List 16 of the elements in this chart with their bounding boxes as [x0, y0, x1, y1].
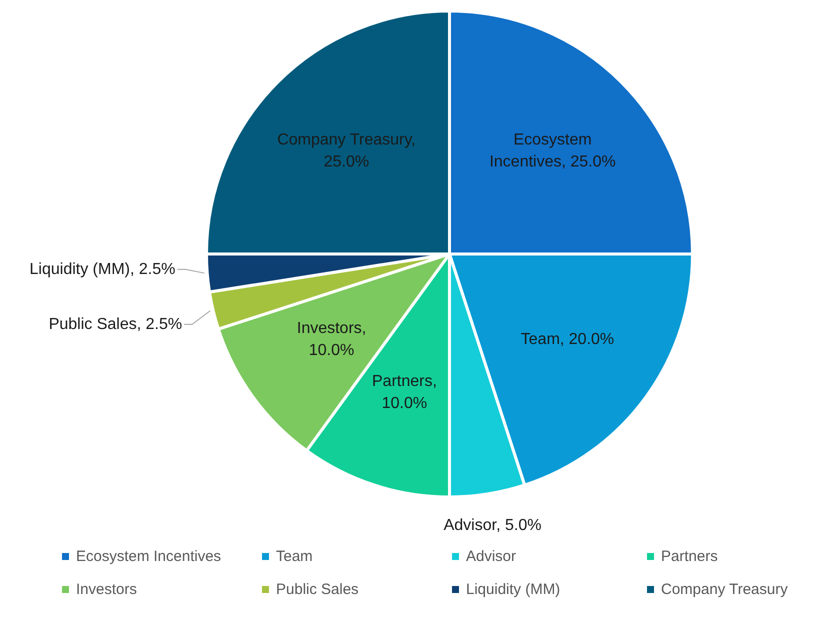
legend-label: Partners: [661, 548, 718, 565]
data-label: Partners, 10.0%: [372, 373, 437, 412]
data-label: Team, 20.0%: [520, 331, 614, 348]
legend-label: Investors: [76, 581, 137, 598]
legend-label: Company Treasury: [661, 581, 788, 598]
data-label: Advisor, 5.0%: [444, 517, 542, 534]
data-label: Investors, 10.0%: [296, 320, 366, 360]
legend-label: Public Sales: [276, 581, 359, 598]
data-label: Ecosystem Incentives, 25.0%: [489, 131, 616, 170]
data-label: Liquidity (MM), 2.5%: [30, 260, 176, 278]
data-label: Public Sales, 2.5%: [48, 316, 182, 333]
legend-label: Advisor: [466, 548, 516, 565]
data-label: Company Treasury, 25.0%: [277, 131, 416, 170]
legend-label: Liquidity (MM): [466, 581, 560, 598]
legend-label: Team: [276, 548, 313, 565]
legend-label: Ecosystem Incentives: [76, 548, 222, 565]
